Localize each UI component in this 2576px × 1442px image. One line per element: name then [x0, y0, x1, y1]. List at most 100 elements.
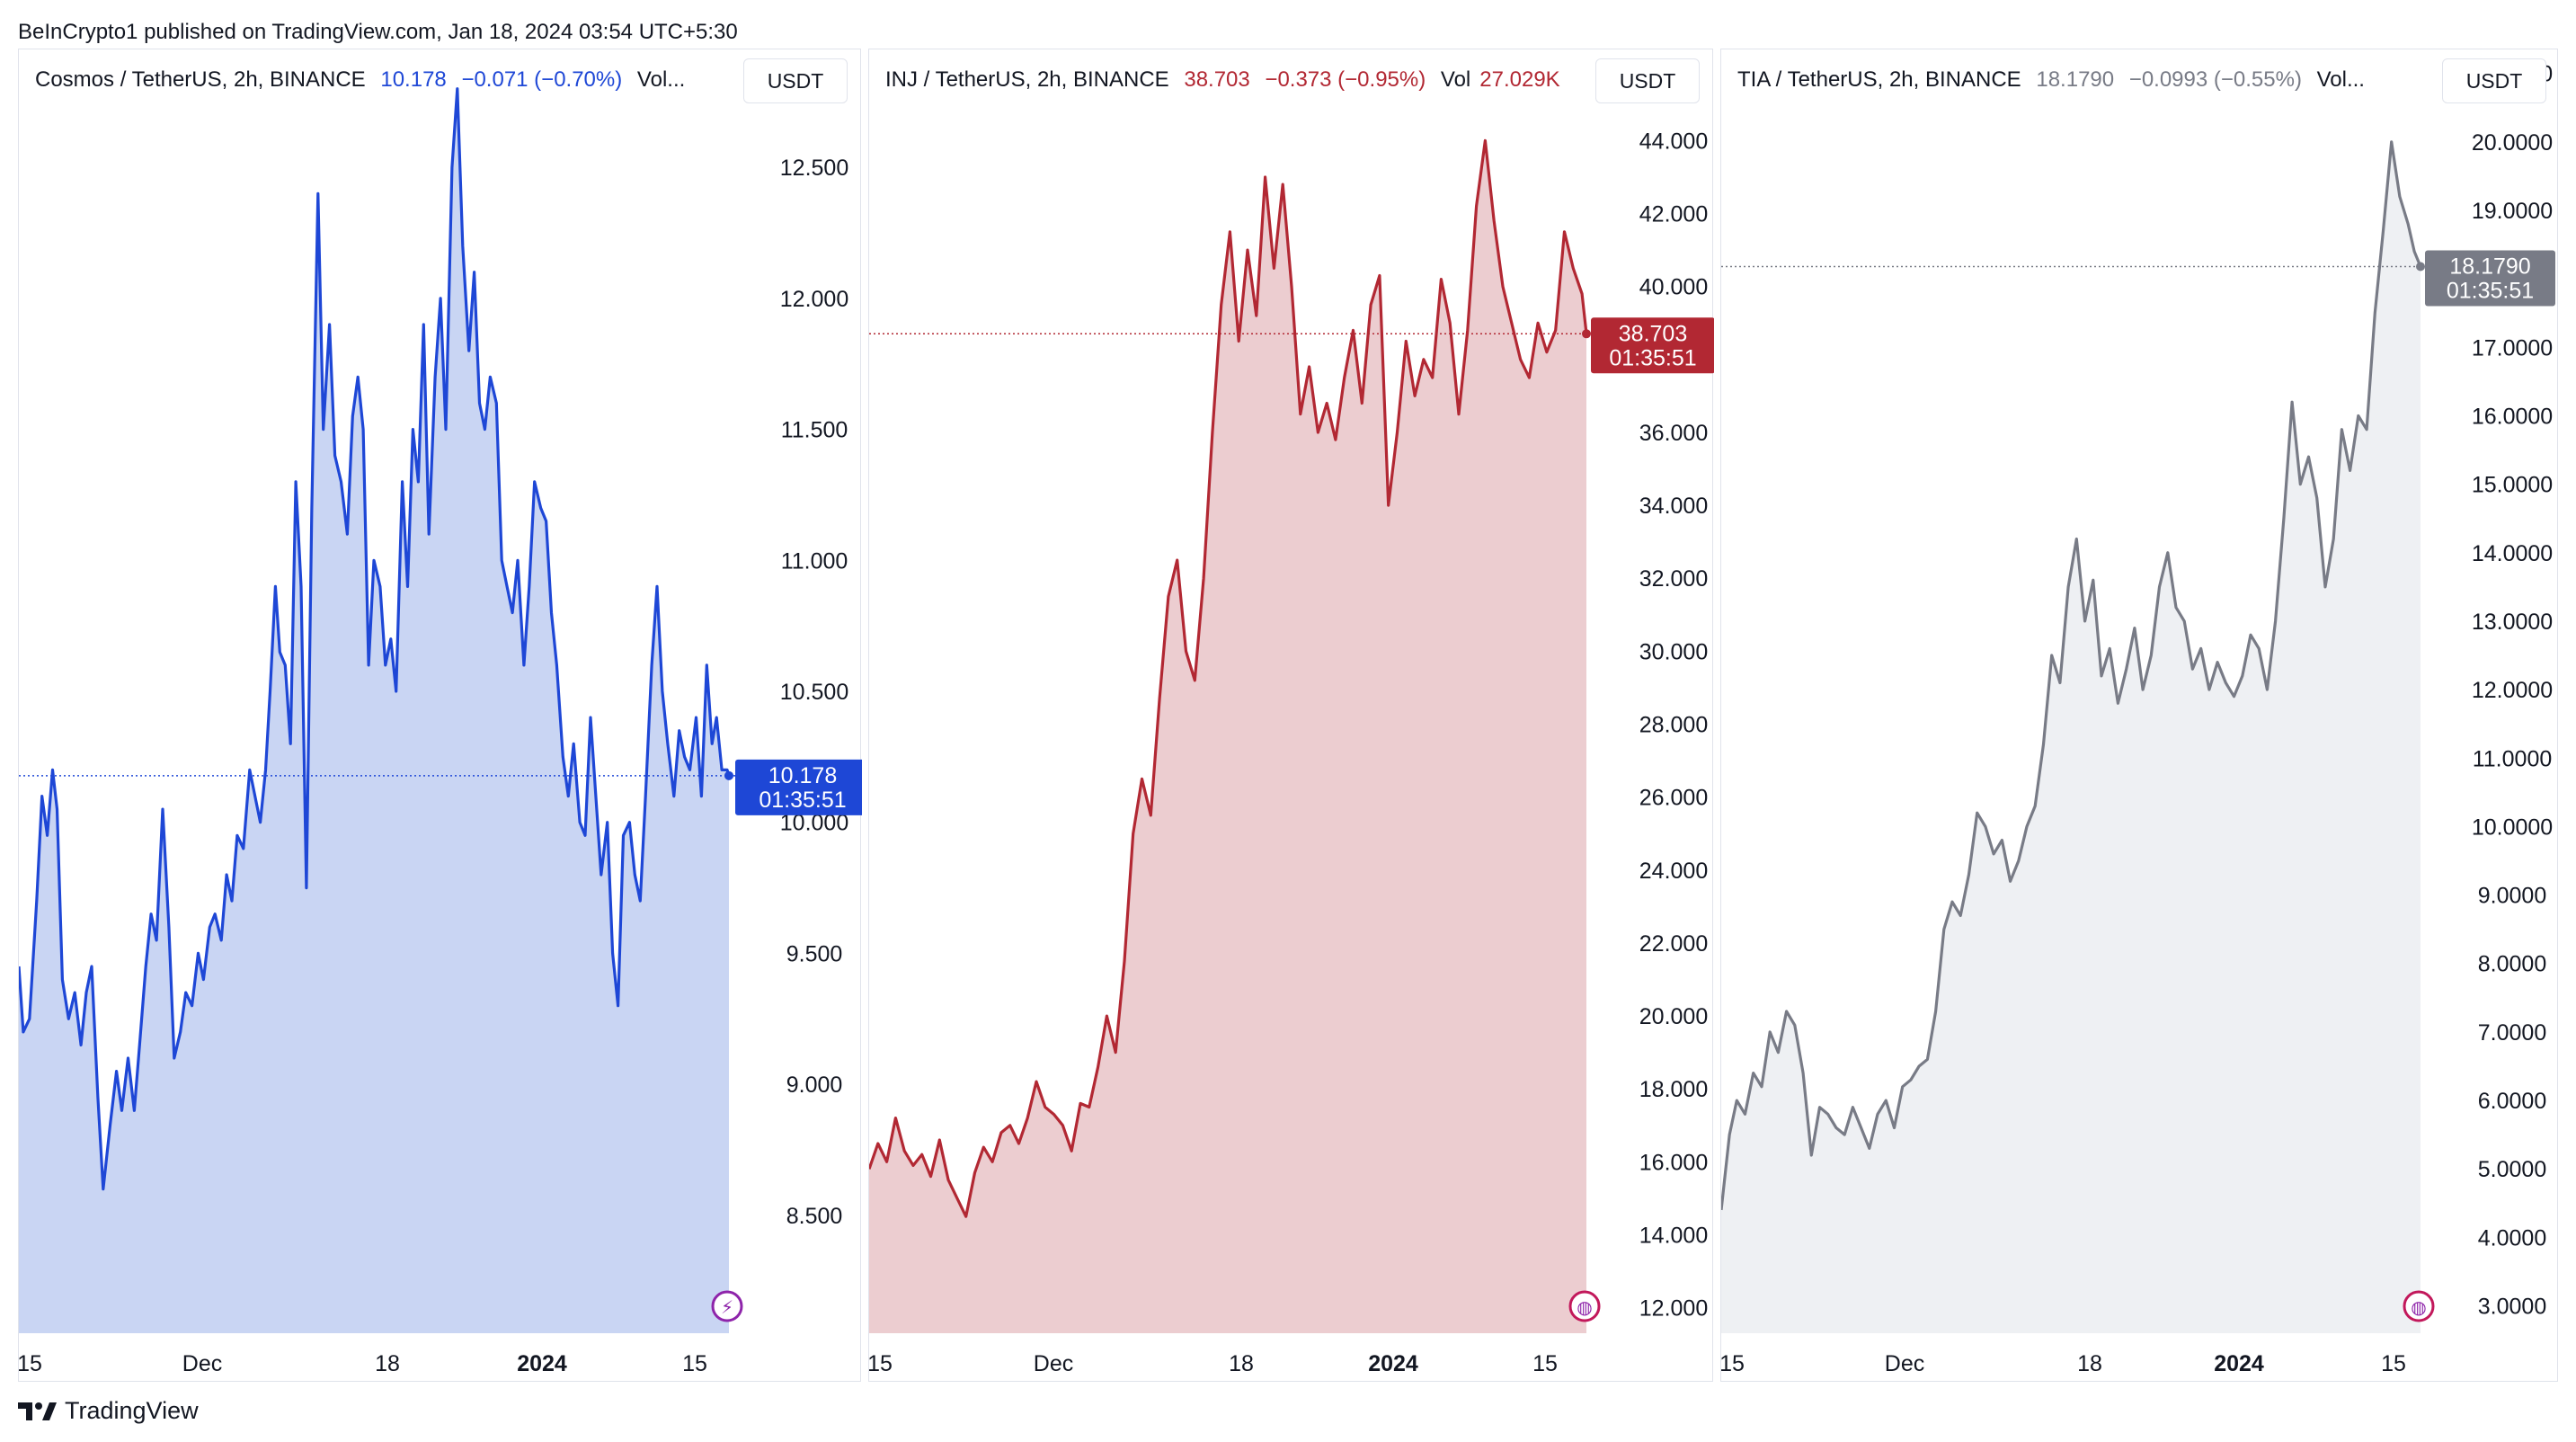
x-tick-label: 15 — [19, 1351, 42, 1376]
y-tick-label: 11.0000 — [2473, 746, 2553, 771]
y-tick-label: 17.0000 — [2472, 335, 2553, 360]
y-tick-label: 8.0000 — [2478, 952, 2546, 977]
series-area — [1721, 141, 2421, 1333]
series-line — [1721, 140, 2422, 1211]
chart-panel-inj[interactable]: 44.00042.00040.00038.00036.00034.00032.0… — [868, 49, 1714, 1383]
exchange-badge-icon: ◍ — [2403, 1290, 2435, 1322]
exchange-badge-icon: ◍ — [1568, 1290, 1601, 1322]
y-tick-label: 40.000 — [1639, 275, 1708, 300]
exchange-badge-icon: ⚡ — [711, 1290, 743, 1322]
y-tick-label: 28.000 — [1639, 713, 1708, 738]
y-tick-label: 11.500 — [781, 418, 848, 443]
legend-last-price: 10.178 — [380, 67, 447, 92]
y-tick-label: 14.0000 — [2472, 541, 2553, 566]
y-tick-label: 26.000 — [1639, 786, 1708, 811]
y-tick-label: 20.0000 — [2472, 130, 2553, 156]
y-tick-label: 12.500 — [780, 156, 848, 181]
x-tick-label: 2024 — [1368, 1351, 1418, 1376]
currency-button[interactable]: USDT — [743, 58, 848, 103]
price-label-countdown: 01:35:51 — [759, 788, 846, 813]
badge-glyph: ⚡ — [721, 1296, 733, 1318]
y-tick-label: 13.0000 — [2472, 610, 2553, 635]
y-tick-label: 16.000 — [1639, 1150, 1708, 1175]
x-tick-label: 15 — [1721, 1351, 1745, 1376]
badge-glyph: ◍ — [1577, 1296, 1592, 1318]
y-tick-label: 14.000 — [1639, 1223, 1708, 1248]
y-tick-label: 30.000 — [1639, 639, 1708, 664]
y-tick-label: 15.0000 — [2472, 473, 2553, 498]
currency-button[interactable]: USDT — [1595, 58, 1700, 103]
chart-svg-inj[interactable]: 44.00042.00040.00038.00036.00034.00032.0… — [869, 49, 1714, 1383]
y-tick-label: 10.0000 — [2472, 814, 2553, 840]
badge-ring — [2403, 1290, 2435, 1322]
legend-change: −0.071 (−0.70%) — [461, 67, 623, 92]
badge-ring — [711, 1290, 743, 1322]
series-area — [19, 88, 729, 1334]
legend-last-price: 38.703 — [1184, 67, 1250, 92]
y-tick-label: 4.0000 — [2478, 1225, 2546, 1251]
chart-svg-tia[interactable]: 21.000020.000019.000018.000017.000016.00… — [1721, 49, 2559, 1383]
y-tick-label: 18.000 — [1639, 1077, 1708, 1102]
published-caption: BeInCrypto1 published on TradingView.com… — [18, 20, 738, 44]
legend-volume-label: Vol... — [2316, 67, 2365, 92]
y-tick-label: 42.000 — [1639, 202, 1708, 227]
currency-button[interactable]: USDT — [2442, 58, 2546, 103]
price-label-value: 38.703 — [1619, 321, 1687, 346]
y-tick-label: 6.0000 — [2478, 1089, 2546, 1114]
x-tick-label: 2024 — [517, 1351, 567, 1376]
y-tick-label: 32.000 — [1639, 566, 1708, 592]
legend-volume: Vol 27.029K — [1441, 67, 1569, 92]
legend-symbol: TIA / TetherUS, 2h, BINANCE — [1737, 67, 2021, 92]
y-tick-label: 12.000 — [1639, 1296, 1708, 1322]
y-tick-label: 11.000 — [781, 548, 848, 574]
y-tick-label: 19.0000 — [2472, 199, 2553, 224]
y-tick-label: 34.000 — [1639, 494, 1708, 519]
legend-change: −0.373 (−0.95%) — [1265, 67, 1426, 92]
price-label-value: 10.178 — [768, 763, 837, 788]
x-tick-label: 15 — [2381, 1351, 2406, 1376]
x-tick-label: 15 — [1532, 1351, 1558, 1376]
y-tick-label: 20.000 — [1639, 1004, 1708, 1029]
last-price-dot — [2416, 262, 2425, 271]
y-tick-label: 12.0000 — [2472, 678, 2553, 703]
legend-volume-label: Vol — [1440, 67, 1471, 92]
price-label-countdown: 01:35:51 — [1609, 345, 1696, 370]
footer-brand-text: TradingView — [65, 1397, 199, 1424]
legend-volume-value: 27.029K — [1479, 67, 1560, 92]
tradingview-logo-icon — [18, 1402, 57, 1420]
x-tick-label: Dec — [1034, 1351, 1073, 1376]
x-tick-label: 15 — [682, 1351, 707, 1376]
price-label-box — [735, 759, 862, 815]
series-line — [19, 87, 731, 1191]
legend-symbol: INJ / TetherUS, 2h, BINANCE — [885, 67, 1169, 92]
x-tick-label: 18 — [375, 1351, 400, 1376]
y-tick-label: 44.000 — [1639, 129, 1708, 154]
badge-ring — [1568, 1290, 1601, 1322]
chart-panel-atom[interactable]: 12.500 12.000 11.500 11.000 10.500 10.000 9.50… — [18, 49, 862, 1383]
series-area — [869, 140, 1586, 1333]
x-tick-label: 2024 — [2214, 1351, 2264, 1376]
y-tick-label: 24.000 — [1639, 859, 1708, 884]
legend-last-price: 18.1790 — [2036, 67, 2115, 92]
legend-atom: Cosmos / TetherUS, 2h, BINANCE 10.178 −0… — [35, 67, 694, 93]
last-price-dot — [724, 770, 733, 780]
x-tick-label: 15 — [869, 1351, 893, 1376]
y-tick-label: 10.500 — [780, 680, 848, 705]
last-price-dot — [1582, 329, 1591, 339]
price-label-countdown: 01:35:51 — [2447, 279, 2534, 304]
legend-change: −0.0993 (−0.55%) — [2128, 67, 2302, 92]
price-label-box — [2425, 250, 2555, 307]
y-tick-label: 9.500 — [786, 941, 843, 966]
y-tick-label: 7.0000 — [2478, 1020, 2546, 1046]
y-tick-label: 5.0000 — [2478, 1157, 2546, 1182]
footer-brand[interactable]: TradingView — [18, 1397, 199, 1425]
x-tick-label: Dec — [182, 1351, 222, 1376]
legend-inj: INJ / TetherUS, 2h, BINANCE 38.703 −0.37… — [885, 67, 1569, 93]
chart-panel-tia[interactable]: 21.000020.000019.000018.000017.000016.00… — [1720, 49, 2558, 1382]
legend-volume-label: Vol... — [636, 67, 686, 92]
y-tick-label: 9.000 — [786, 1073, 843, 1098]
legend-tia: TIA / TetherUS, 2h, BINANCE 18.1790 −0.0… — [1737, 67, 2374, 93]
chart-svg-atom[interactable]: 12.50012.00011.50011.00010.50010.0009.50… — [19, 49, 862, 1383]
y-tick-label: 22.000 — [1639, 931, 1708, 957]
legend-symbol: Cosmos / TetherUS, 2h, BINANCE — [35, 67, 366, 92]
